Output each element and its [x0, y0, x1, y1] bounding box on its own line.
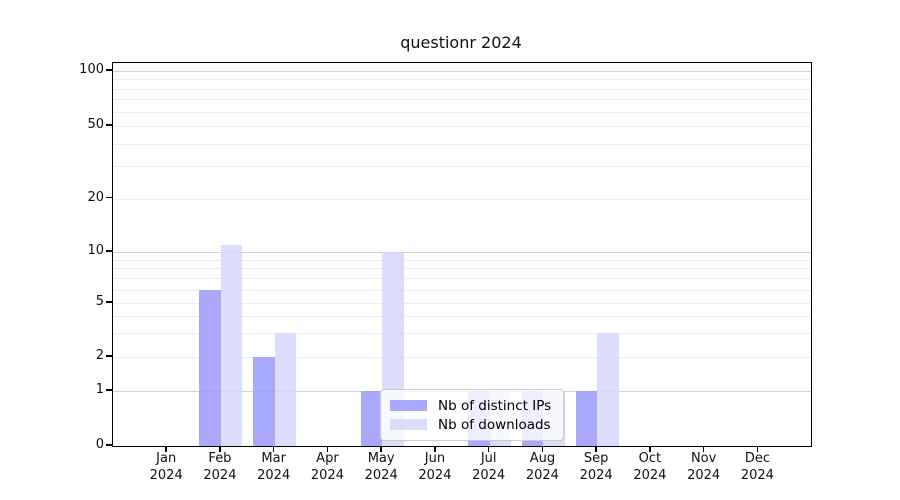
plot-area: Nb of distinct IPs Nb of downloads — [112, 62, 812, 447]
x-tick-label-apr: Apr 2024 — [310, 451, 344, 483]
gridline-minor — [113, 126, 811, 127]
gridline-minor — [113, 259, 811, 261]
legend-entry-downloads: Nb of downloads — [390, 416, 551, 433]
bar-downloads-mar — [274, 333, 297, 446]
y-tick-mark — [106, 250, 112, 252]
x-tick-label-oct: Oct 2024 — [633, 451, 667, 483]
x-tick-mark — [434, 446, 436, 452]
gridline-minor — [113, 316, 811, 318]
x-tick-mark — [756, 446, 759, 452]
y-tick-label: 2 — [95, 348, 104, 363]
y-tick-label: 1 — [95, 382, 104, 397]
y-tick-label: 20 — [87, 189, 104, 205]
x-tick-mark — [165, 446, 167, 452]
x-tick-mark — [702, 446, 705, 452]
gridline-minor — [113, 99, 811, 101]
y-tick-mark — [106, 444, 112, 446]
gridline-minor — [113, 333, 811, 335]
gridline-minor — [113, 289, 811, 291]
x-tick-mark — [649, 446, 651, 452]
bar-distinct-ips-mar — [253, 357, 275, 446]
x-tick-mark — [487, 446, 490, 452]
x-tick-label-jul: Jul 2024 — [472, 451, 506, 483]
bar-distinct-ips-sep — [575, 391, 598, 446]
y-tick-mark — [106, 301, 112, 303]
gridline-major — [113, 71, 811, 72]
y-tick-mark — [106, 124, 112, 126]
x-tick-label-mar: Mar 2024 — [257, 451, 291, 483]
bar-downloads-sep — [597, 333, 619, 446]
gridline-minor — [113, 111, 811, 113]
legend-entry-distinct-ips: Nb of distinct IPs — [390, 397, 551, 414]
chart-title: questionr 2024 — [400, 33, 522, 52]
bar-distinct-ips-may — [360, 391, 383, 446]
x-tick-label-dec: Dec 2024 — [740, 451, 774, 483]
x-tick-label-nov: Nov 2024 — [687, 451, 721, 483]
legend: Nb of distinct IPs Nb of downloads — [380, 389, 565, 441]
x-tick-label-sep: Sep 2024 — [579, 451, 613, 483]
y-tick-mark — [106, 355, 112, 357]
x-tick-label-feb: Feb 2024 — [203, 451, 237, 483]
y-tick-mark — [106, 196, 112, 199]
gridline-minor — [113, 166, 811, 168]
y-tick-label: 100 — [79, 62, 104, 77]
legend-label-distinct-ips: Nb of distinct IPs — [438, 397, 552, 414]
x-tick-label-aug: Aug 2024 — [525, 451, 559, 483]
x-tick-mark — [326, 446, 329, 452]
bar-distinct-ips-feb — [199, 289, 221, 446]
y-tick-mark — [106, 389, 112, 391]
x-tick-mark — [380, 446, 382, 452]
gridline-minor — [113, 268, 811, 270]
x-tick-mark — [541, 446, 544, 452]
gridline-minor — [113, 357, 811, 358]
legend-swatch-distinct-ips — [390, 400, 427, 411]
x-tick-mark — [219, 446, 221, 452]
gridline-minor — [113, 198, 811, 200]
y-tick-label: 5 — [95, 294, 104, 309]
gridline-minor — [113, 88, 811, 90]
gridline-minor — [113, 278, 811, 280]
y-tick-label: 50 — [87, 117, 104, 132]
legend-swatch-downloads — [390, 419, 427, 430]
y-tick-label: 0 — [95, 437, 104, 452]
bar-downloads-feb — [220, 244, 243, 446]
x-tick-label-jan: Jan 2024 — [149, 451, 183, 483]
x-tick-label-jun: Jun 2024 — [418, 451, 452, 483]
x-tick-mark — [272, 446, 275, 452]
gridline-major — [113, 252, 811, 253]
legend-label-downloads: Nb of downloads — [438, 416, 551, 433]
x-tick-mark — [595, 446, 597, 452]
y-tick-mark — [106, 69, 112, 71]
x-tick-label-may: May 2024 — [364, 451, 398, 483]
gridline-minor — [113, 79, 811, 81]
y-tick-label: 10 — [87, 243, 104, 258]
gridline-minor — [113, 303, 811, 304]
gridline-minor — [113, 143, 811, 145]
